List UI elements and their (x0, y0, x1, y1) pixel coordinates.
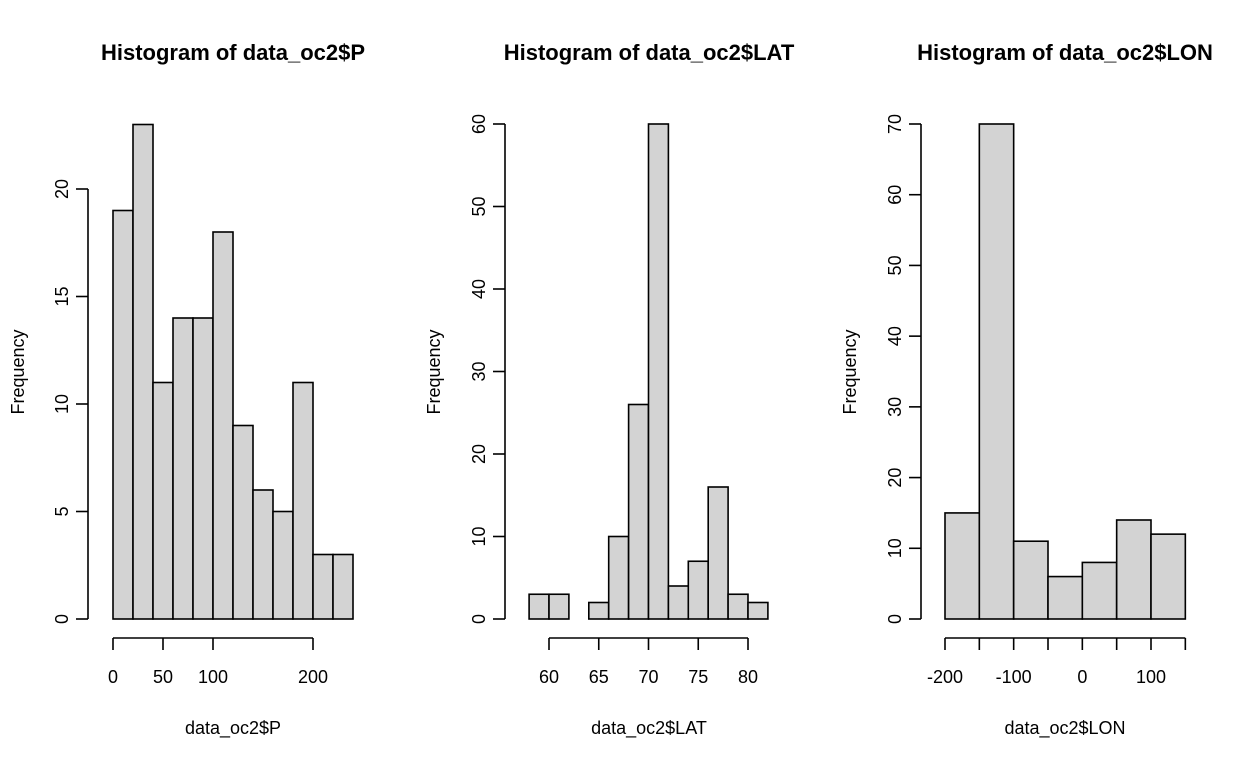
y-tick-label: 15 (52, 286, 72, 306)
histogram-panel-p: Histogram of data_oc2$P Frequency data_o… (8, 40, 365, 739)
histogram-bar (747, 601, 769, 620)
histogram-bar (252, 489, 274, 620)
histogram-bar (332, 553, 354, 620)
x-tick-label: 200 (298, 667, 328, 687)
x-tick-label: 70 (638, 667, 658, 687)
y-tick-label: 20 (469, 444, 489, 464)
x-tick-label: 65 (589, 667, 609, 687)
y-tick-label: 30 (885, 397, 905, 417)
histogram-bar (292, 381, 314, 620)
x-axis-label: data_oc2$LAT (591, 718, 707, 739)
y-tick-label: 0 (469, 614, 489, 624)
histogram-bar (312, 553, 334, 620)
x-axis: 0 50 100 200 (108, 637, 328, 687)
histogram-bar (627, 403, 650, 620)
histogram-bar (172, 317, 194, 620)
histogram-bar (687, 560, 709, 620)
chart-title: Histogram of data_oc2$LON (917, 40, 1213, 65)
histogram-bar (272, 510, 294, 620)
x-tick-label: -200 (927, 667, 963, 687)
x-tick-label: 75 (688, 667, 708, 687)
y-tick-label: 0 (52, 614, 72, 624)
x-tick-label: 0 (1077, 667, 1087, 687)
histogram-bar (667, 585, 690, 620)
x-tick-label: -100 (996, 667, 1032, 687)
chart-title: Histogram of data_oc2$LAT (504, 40, 795, 65)
y-axis: 0 10 20 30 40 50 60 70 (885, 114, 922, 624)
histogram-bar (548, 593, 570, 620)
histogram-bar (944, 512, 981, 620)
x-tick-label: 100 (1136, 667, 1166, 687)
bars (112, 123, 354, 620)
histogram-bar (1047, 575, 1084, 620)
histogram-bar (112, 209, 134, 620)
y-axis: 0 5 10 15 20 (52, 179, 89, 624)
y-tick-label: 60 (885, 185, 905, 205)
histogram-bar (587, 601, 610, 620)
y-tick-label: 0 (885, 614, 905, 624)
histogram-bar (1115, 519, 1152, 620)
y-tick-label: 10 (52, 394, 72, 414)
histogram-bar (607, 535, 630, 620)
y-tick-label: 50 (469, 196, 489, 216)
x-tick-label: 100 (198, 667, 228, 687)
x-axis-label: data_oc2$LON (1004, 718, 1125, 739)
histogram-bar (1150, 533, 1187, 620)
x-tick-label: 60 (539, 667, 559, 687)
y-tick-label: 10 (469, 526, 489, 546)
histogram-bar (132, 123, 154, 620)
y-axis-label: Frequency (840, 329, 860, 414)
y-tick-label: 70 (885, 114, 905, 134)
histogram-bar (152, 381, 174, 620)
histogram-bar (1081, 561, 1118, 620)
x-tick-label: 0 (108, 667, 118, 687)
y-tick-label: 60 (469, 114, 489, 134)
histogram-bar (528, 593, 550, 620)
histogram-bar (707, 486, 729, 620)
y-tick-label: 10 (885, 538, 905, 558)
x-axis-label: data_oc2$P (185, 718, 281, 739)
y-tick-label: 50 (885, 255, 905, 275)
y-axis: 0 10 20 30 40 50 60 (469, 114, 506, 624)
chart-title: Histogram of data_oc2$P (101, 40, 365, 65)
histogram-bar (1012, 540, 1049, 620)
histogram-panel-lat: Histogram of data_oc2$LAT Frequency data… (424, 40, 795, 739)
y-axis-label: Frequency (424, 329, 444, 414)
y-tick-label: 40 (469, 279, 489, 299)
x-axis: -200 -100 0 100 (927, 637, 1187, 687)
histogram-bar (727, 593, 749, 620)
y-axis-label: Frequency (8, 329, 28, 414)
y-tick-label: 5 (52, 506, 72, 516)
histogram-bar (647, 123, 670, 620)
x-tick-label: 80 (738, 667, 758, 687)
y-tick-label: 20 (885, 468, 905, 488)
bars (528, 123, 769, 620)
bars (944, 123, 1187, 620)
histogram-bar (212, 231, 234, 620)
histogram-bar (232, 424, 254, 620)
x-tick-label: 50 (153, 667, 173, 687)
x-axis: 60 65 70 75 80 (539, 637, 758, 687)
y-tick-label: 40 (885, 326, 905, 346)
histogram-bar (192, 317, 214, 620)
y-tick-label: 30 (469, 361, 489, 381)
histogram-bar (978, 123, 1015, 620)
y-tick-label: 20 (52, 179, 72, 199)
histogram-panel-lon: Histogram of data_oc2$LON Frequency data… (840, 40, 1213, 739)
